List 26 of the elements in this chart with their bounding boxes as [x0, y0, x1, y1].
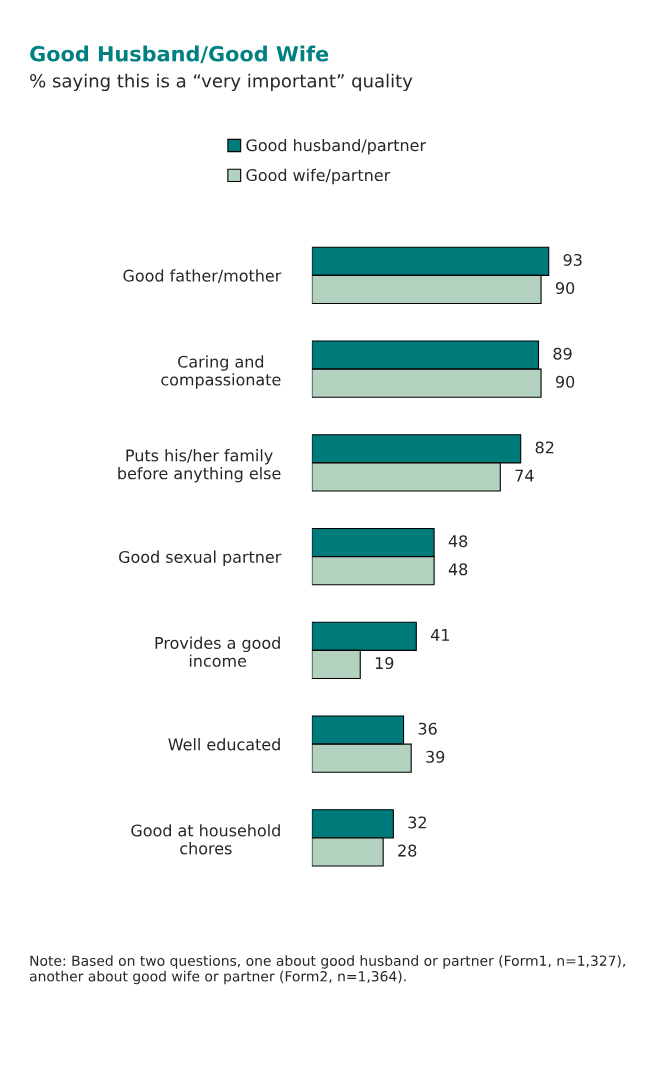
y-tick-label: Good father/mother [123, 269, 282, 283]
data-label: 90 [555, 375, 575, 388]
data-label: 41 [430, 629, 450, 641]
y-tick-label: Provides a good income [155, 636, 280, 667]
y-tick-label: Caring and compassionate [161, 355, 281, 389]
data-label: 48 [448, 563, 468, 576]
data-label: 90 [555, 282, 575, 295]
data-label: 36 [418, 722, 437, 735]
chart-subtitle: % saying this is a “very important” quality [30, 73, 413, 92]
data-label: 74 [515, 469, 534, 482]
data-label: 48 [448, 535, 468, 548]
data-label: 89 [553, 347, 572, 360]
data-label: 32 [408, 816, 426, 829]
y-tick-label: Good at household chores [131, 824, 280, 855]
data-label: 82 [535, 441, 554, 454]
legend-label: Good husband/partner [246, 138, 426, 155]
data-label: 19 [375, 657, 394, 670]
y-tick-label: Well educated [168, 738, 280, 751]
data-label: 28 [398, 844, 417, 857]
legend-label: Good wife/partner [246, 168, 391, 185]
data-label: 93 [563, 253, 582, 266]
y-tick-label: Puts his/her family before anything else [118, 449, 281, 483]
y-tick-label: Good sexual partner [119, 550, 282, 567]
text: Note: Based on two questions, one about good husband or partner (Form1, n=1,327), another about good wife or partner (Form2, n=1,364). [29, 955, 625, 985]
data-label: 39 [426, 750, 445, 763]
chart-title: Good Husband/Good Wife [30, 45, 329, 64]
